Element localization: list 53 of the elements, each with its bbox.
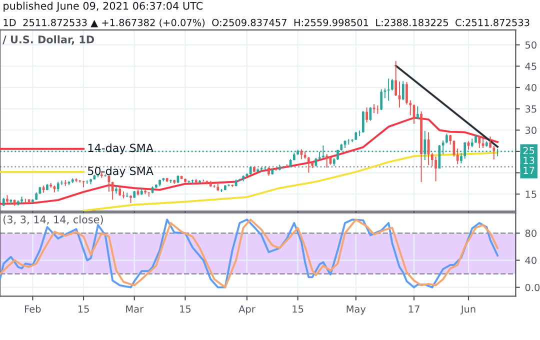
candlestick [430,152,434,167]
candlestick [446,133,448,144]
candlestick [118,186,122,196]
candlestick [308,156,310,174]
candlestick [380,88,383,111]
candlestick [394,60,398,96]
ref-line-label: 25 [523,146,534,154]
annotation: 14-day SMA [88,144,154,154]
x-tick-label: Feb [25,305,41,313]
candlestick [347,138,350,146]
y-tick-label: 30 [525,126,536,134]
candlestick [326,154,328,168]
candlestick [362,110,364,134]
candlestick [406,81,408,106]
x-tick-label: Apr [238,305,256,315]
x-tick-label: 17 [408,305,420,313]
x-tick-label: 15 [180,305,191,313]
x-tick-label: 15 [292,305,304,313]
candlestick [111,181,114,200]
candlestick [56,181,60,192]
x-tick-label: 15 [78,305,89,313]
candlestick [366,107,368,123]
candlestick [489,136,492,149]
annotation: / U.S. Dollar, 1D [2,35,94,45]
x-tick-label: Jun [460,305,476,314]
y-tick-label: 50 [525,41,536,49]
candlestick [376,104,379,114]
text: 17 [524,166,534,174]
x-tick-label: May [346,305,366,315]
candlestick [286,164,288,168]
candlestick [387,78,390,102]
y-tick-label: 45 [525,62,536,70]
candlestick [391,78,394,91]
candlestick [409,100,412,116]
candlestick [478,136,481,149]
candlestick [300,148,303,160]
y-tick-label: 40 [525,256,536,264]
y-tick-label: 35 [525,105,536,113]
candlestick [434,156,437,182]
y-tick-label: 80 [525,230,536,237]
candlestick [402,80,404,101]
x-tick-label: Mar [126,305,144,313]
candlestick [86,180,88,184]
y-tick-label: 40 [525,84,536,92]
annotation: 50-day SMA [88,166,154,178]
annotation: (3, 3, 14, 14, close) [3,215,103,225]
chart-title: published June 09, 2021 06:37:04 UTC [4,2,203,12]
chart-subtitle: 1D 2511.872533 ▲ +1.867382 (+0.07%) O:2509.837457 H:2559.998501 L:2388.183225 C:2511.872533 [4,18,530,28]
y-tick-label: 15 [526,190,536,198]
text: 13 [524,156,534,164]
candlestick [416,106,419,120]
candlestick [456,148,459,165]
y-tick-label: 0.0 [525,284,540,292]
